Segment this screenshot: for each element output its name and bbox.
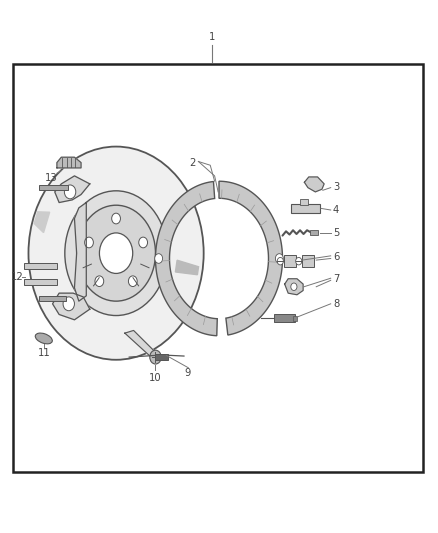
Bar [39,296,66,301]
Circle shape [291,283,297,290]
Circle shape [99,233,133,273]
Bar [274,314,295,322]
Ellipse shape [35,333,52,344]
Polygon shape [175,260,198,274]
Bar [13,64,423,472]
Circle shape [277,257,283,265]
Bar [291,204,320,213]
Bar [310,230,318,235]
Polygon shape [125,330,158,357]
Circle shape [155,254,162,263]
Circle shape [64,185,76,199]
Text: 5: 5 [333,229,339,238]
Text: 7: 7 [333,274,339,284]
Text: 2: 2 [190,158,196,167]
Polygon shape [155,182,217,336]
Text: 13: 13 [46,173,58,183]
Bar [302,255,314,266]
Bar [293,316,297,321]
Polygon shape [57,157,81,168]
Circle shape [65,191,167,316]
Bar [155,354,168,360]
Bar [24,279,57,285]
Text: 10: 10 [149,374,162,383]
Polygon shape [74,203,86,301]
Circle shape [77,205,155,301]
Polygon shape [304,177,324,192]
Circle shape [276,254,283,263]
Circle shape [150,350,161,364]
Circle shape [95,276,104,287]
Text: 1: 1 [209,33,215,42]
Polygon shape [34,212,49,232]
Text: 12: 12 [11,272,24,282]
Text: 4: 4 [333,205,339,215]
Circle shape [28,147,204,360]
Bar [300,199,308,205]
Bar [39,185,68,190]
Polygon shape [285,279,303,295]
Circle shape [139,237,148,248]
Text: 3: 3 [333,182,339,191]
Text: 11: 11 [37,348,50,358]
Bar [24,263,57,269]
Circle shape [63,297,74,311]
Bar [284,255,296,266]
Circle shape [85,237,93,248]
Circle shape [128,276,137,287]
Text: 8: 8 [333,299,339,309]
Circle shape [112,213,120,224]
Polygon shape [219,181,283,335]
Circle shape [296,257,302,265]
Text: 9: 9 [184,368,191,378]
Polygon shape [55,176,90,203]
Polygon shape [53,293,90,320]
Text: 6: 6 [333,252,339,262]
